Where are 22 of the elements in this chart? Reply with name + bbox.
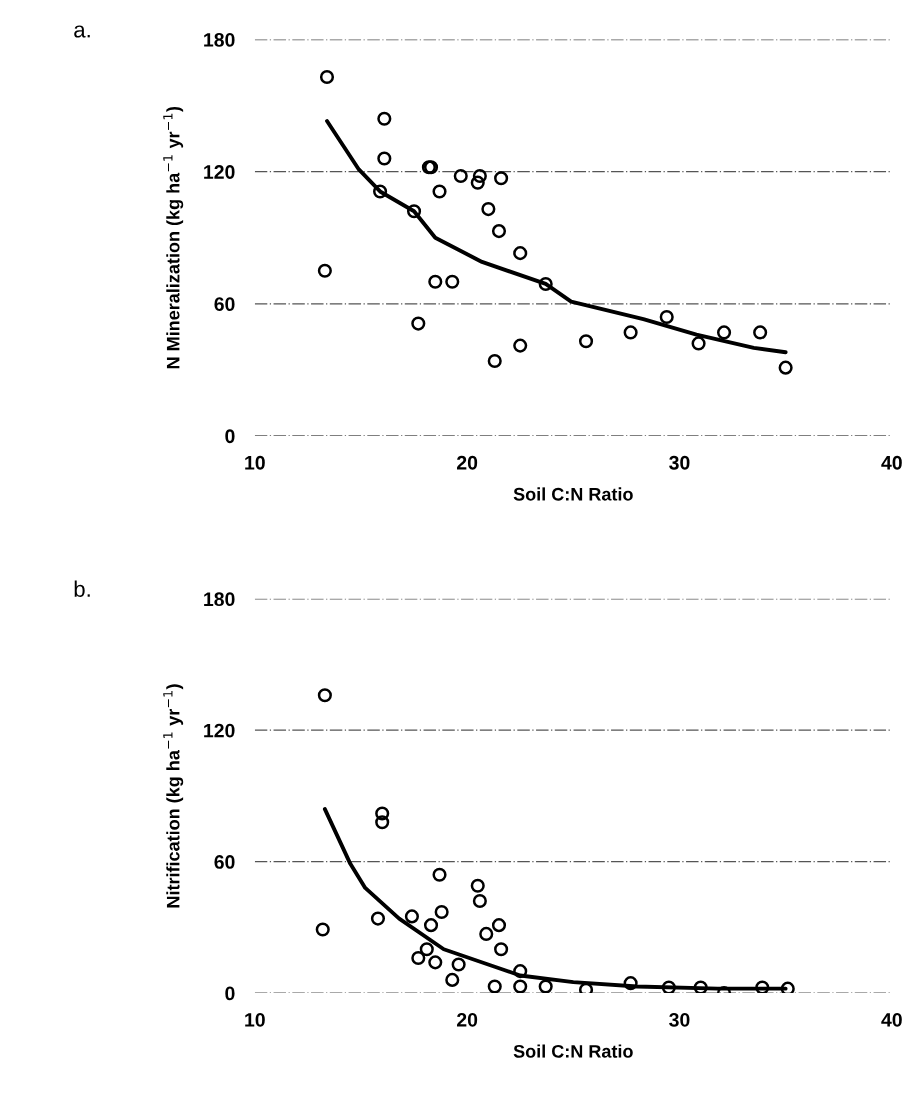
x-axis-title: Soil C:N Ratio bbox=[513, 1044, 633, 1058]
y-tick-label: 180 bbox=[204, 592, 235, 607]
y-tick-label: 60 bbox=[214, 297, 235, 312]
y-tick-label: 120 bbox=[204, 723, 235, 738]
x-tick-label: 40 bbox=[881, 1012, 902, 1027]
x-tick-label: 30 bbox=[669, 1012, 690, 1027]
y-axis-title: N Mineralization (kg ha$^{−1}$ yr$^{−1}$) bbox=[163, 107, 184, 369]
y-tick-label: 0 bbox=[225, 429, 235, 444]
x-tick-label: 40 bbox=[881, 455, 902, 470]
x-tick-label: 10 bbox=[245, 1012, 265, 1027]
y-tick-label: 120 bbox=[204, 165, 235, 179]
y-tick-label: 0 bbox=[225, 986, 235, 1001]
y-axis-title: Nitrification (kg ha$^{−1}$ yr$^{−1}$) bbox=[163, 684, 184, 908]
x-tick-label: 20 bbox=[456, 1012, 478, 1027]
x-tick-label: 30 bbox=[669, 455, 690, 470]
x-tick-label: 20 bbox=[456, 455, 478, 470]
text: b. bbox=[74, 580, 90, 597]
y-tick-label: 60 bbox=[214, 855, 235, 869]
x-axis-title: Soil C:N Ratio bbox=[513, 487, 633, 501]
text: a. bbox=[74, 25, 90, 38]
y-tick-label: 180 bbox=[204, 33, 235, 47]
x-tick-label: 10 bbox=[245, 455, 265, 470]
